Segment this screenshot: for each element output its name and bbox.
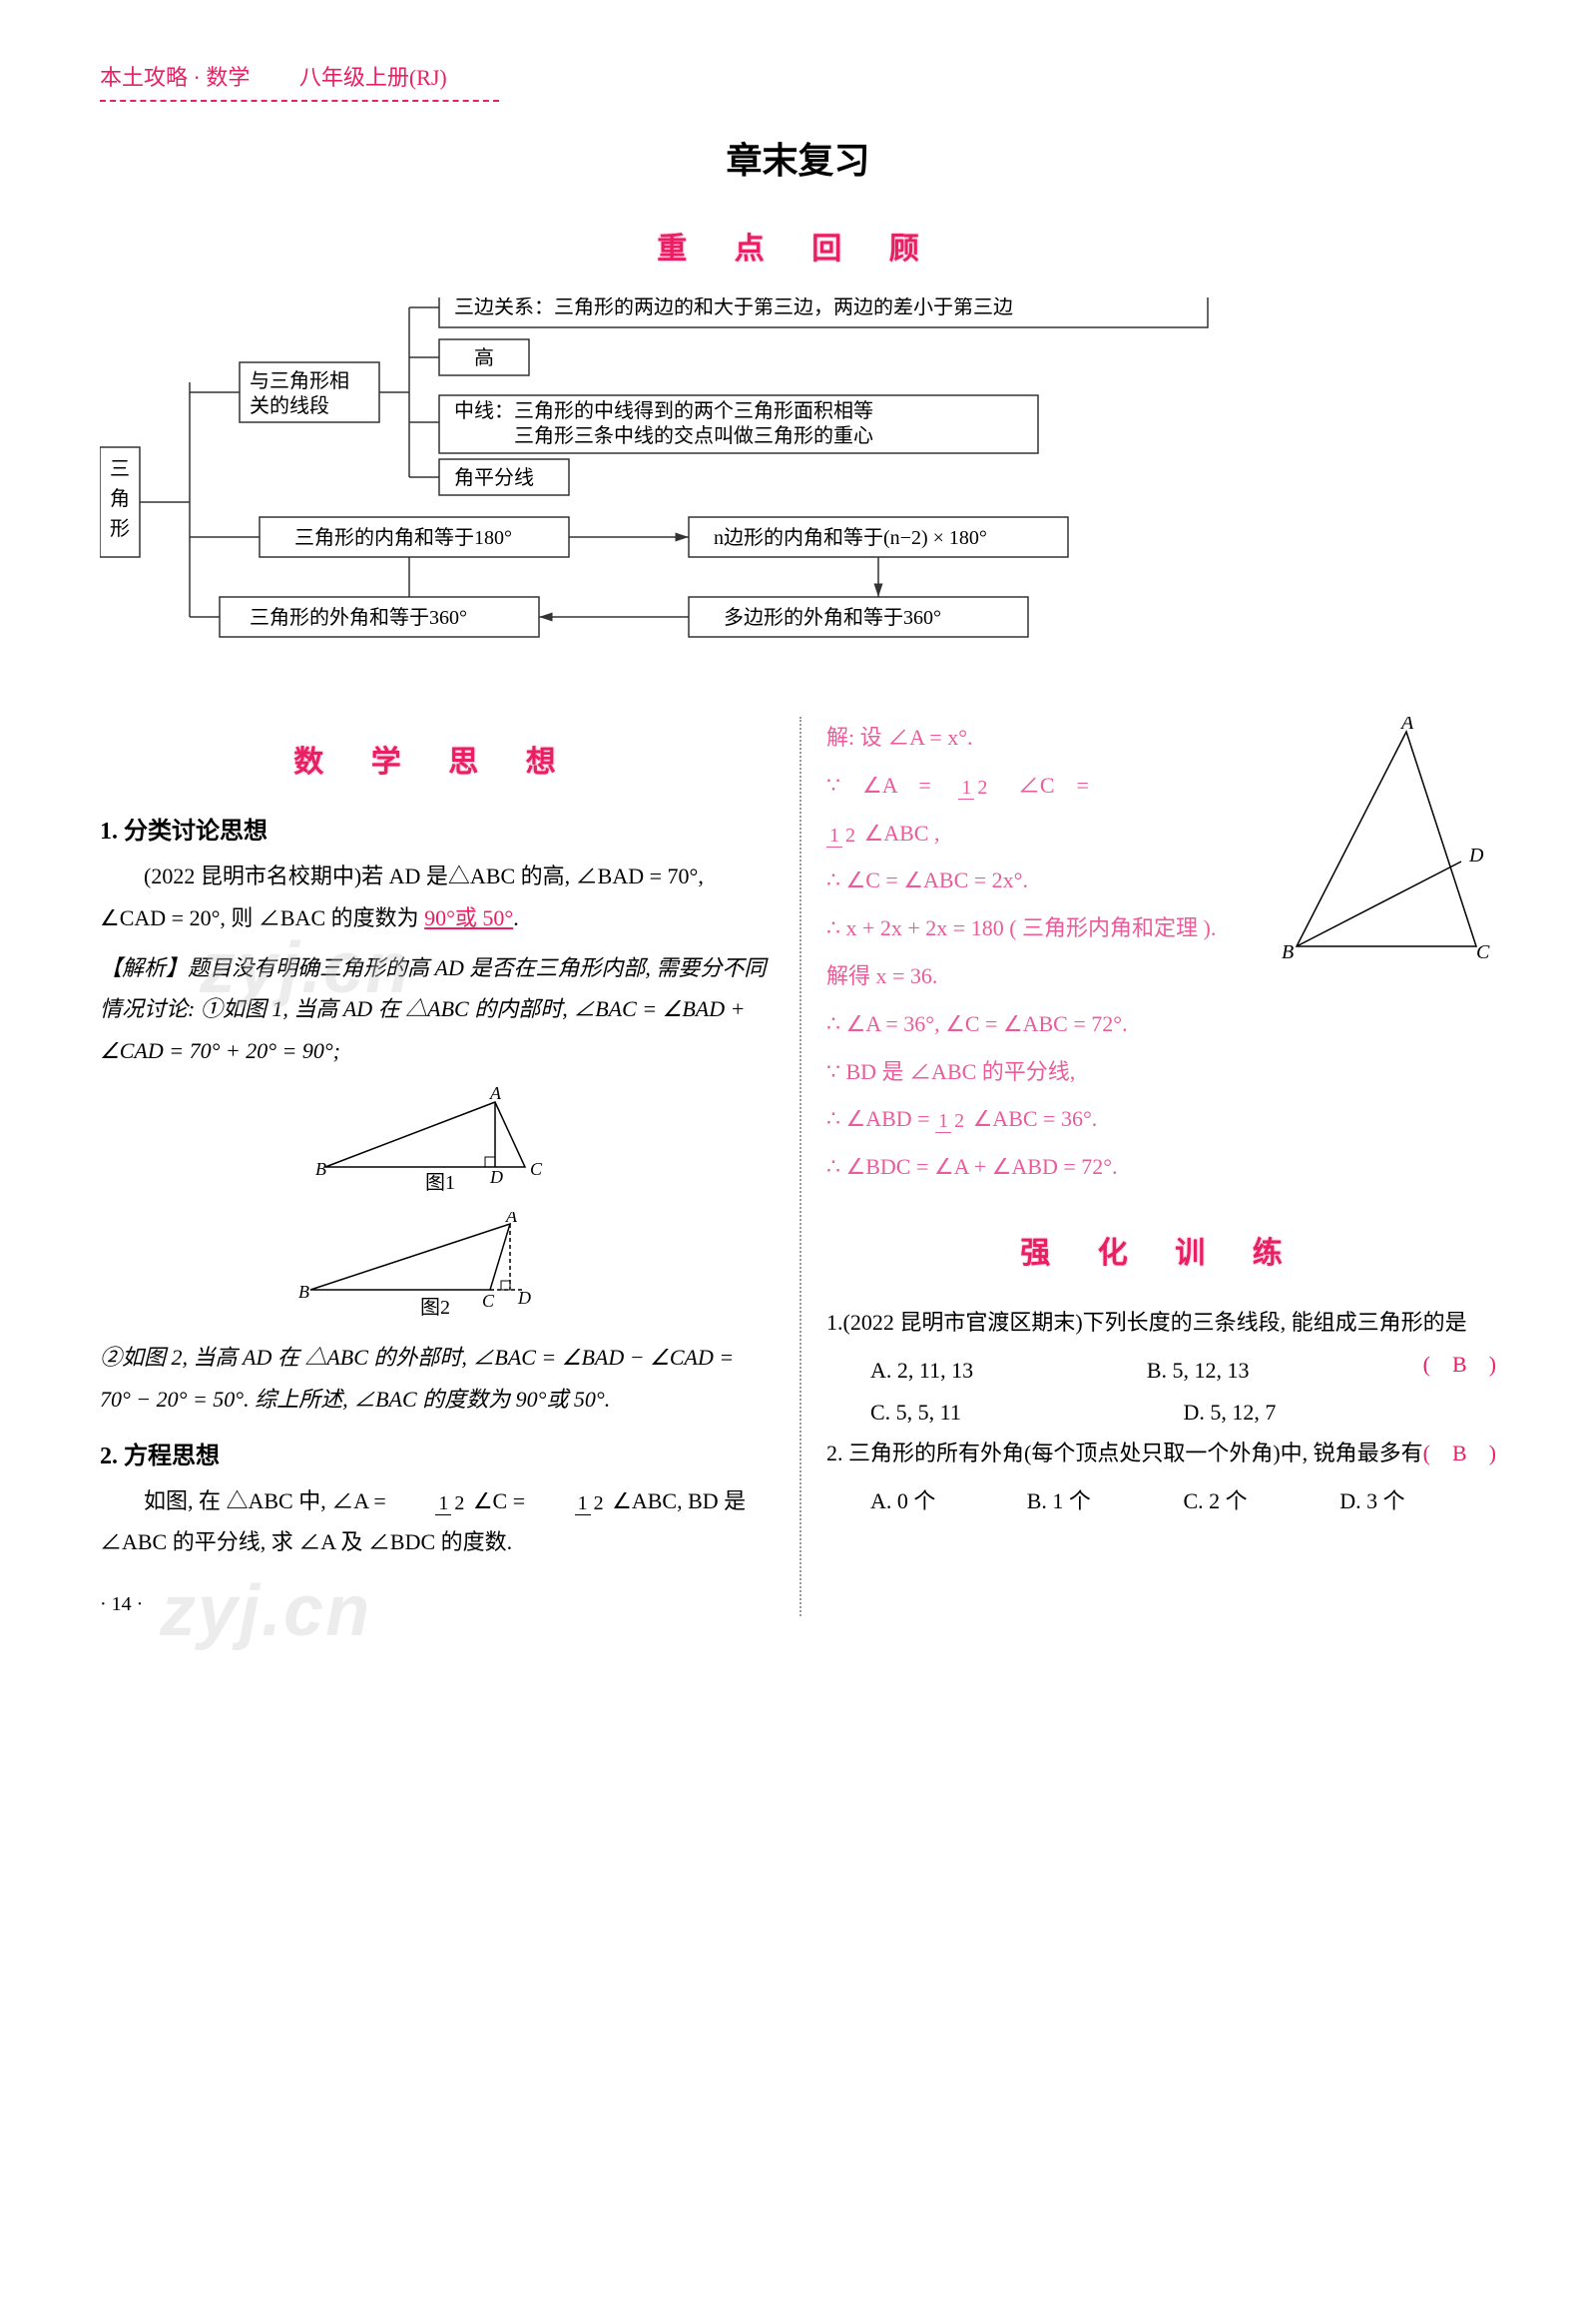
train-q1-answer: B bbox=[1452, 1352, 1467, 1377]
sol-l1: ∵ ∠A = 12 ∠C = bbox=[826, 765, 1246, 807]
svg-text:D: D bbox=[1468, 845, 1484, 867]
svg-text:关的线段: 关的线段 bbox=[250, 394, 329, 417]
sol-l6: ∴ ∠A = 36°, ∠C = ∠ABC = 72°. bbox=[826, 1003, 1496, 1045]
train-q2-options: A. 0 个 B. 1 个 C. 2 个 D. 3 个 bbox=[826, 1480, 1496, 1522]
header-underline bbox=[100, 100, 499, 102]
svg-text:中线：三角形的中线得到的两个三角形面积相等: 中线：三角形的中线得到的两个三角形面积相等 bbox=[454, 399, 873, 422]
fc-bisector: 角平分线 bbox=[454, 466, 534, 489]
figure-2: B A C D 图2 bbox=[100, 1212, 770, 1322]
q1-analysis-2: ②如图 2, 当高 AD 在 △ABC 的外部时, ∠BAC = ∠BAD − … bbox=[100, 1337, 770, 1421]
svg-text:A: A bbox=[1399, 717, 1414, 734]
sol-intro: 解: 设 ∠A = x°. bbox=[826, 717, 1246, 759]
sol-l9: ∴ ∠BDC = ∠A + ∠ABD = 72°. bbox=[826, 1146, 1496, 1188]
q1-stem: (2022 昆明市名校期中)若 AD 是△ABC 的高, ∠BAD = 70°,… bbox=[100, 856, 770, 939]
svg-text:D: D bbox=[517, 1288, 531, 1308]
sol-l7: ∵ BD 是 ∠ABC 的平分线, bbox=[826, 1051, 1496, 1093]
q2-stem: 如图, 在 △ABC 中, ∠A = 12 ∠C = 12 ∠ABC, BD 是… bbox=[100, 1480, 770, 1564]
flowchart: 三 角 形 与三角形相 关的线段 三边关系：三角形的两边的和大于第三边，两边的差… bbox=[100, 297, 1496, 677]
svg-text:图1: 图1 bbox=[425, 1172, 455, 1192]
fc-poly-ext: 多边形的外角和等于360° bbox=[724, 606, 941, 629]
fc-poly-int: n边形的内角和等于(n−2) × 180° bbox=[714, 526, 987, 549]
q2-figure: A B C D bbox=[1277, 717, 1496, 966]
svg-text:B: B bbox=[315, 1159, 326, 1179]
figure-1: B A D C 图1 bbox=[100, 1087, 770, 1197]
svg-text:三: 三 bbox=[110, 458, 130, 480]
heading-review: 重 点 回 顾 bbox=[100, 224, 1496, 268]
heading-thought: 数 学 思 想 bbox=[100, 737, 770, 781]
train-q1-options-ab: A. 2, 11, 13B. 5, 12, 13 bbox=[826, 1350, 1423, 1392]
q1-title: 1. 分类讨论思想 bbox=[100, 811, 770, 846]
train-q2-answer: B bbox=[1452, 1441, 1467, 1465]
q1-answer: 90°或 50° bbox=[424, 905, 513, 930]
sol-l2: 12 ∠ABC , bbox=[826, 813, 1246, 855]
svg-text:D: D bbox=[489, 1167, 503, 1187]
fc-exterior: 三角形的外角和等于360° bbox=[250, 606, 467, 629]
fc-sides: 三边关系：三角形的两边的和大于第三边，两边的差小于第三边 bbox=[454, 297, 1013, 318]
svg-text:图2: 图2 bbox=[420, 1297, 450, 1317]
train-q1-stem: 1.(2022 昆明市官渡区期末)下列长度的三条线段, 能组成三角形的是 ( B… bbox=[826, 1302, 1496, 1344]
svg-text:C: C bbox=[530, 1159, 543, 1179]
heading-training: 强 化 训 练 bbox=[826, 1228, 1496, 1272]
svg-text:形: 形 bbox=[110, 517, 130, 540]
sol-l4: ∴ x + 2x + 2x = 180 ( 三角形内角和定理 ). bbox=[826, 907, 1246, 949]
page-number: · 14 · bbox=[100, 1593, 770, 1616]
q1-analysis-1: 【解析】题目没有明确三角形的高 AD 是否在三角形内部, 需要分不同情况讨论: … bbox=[100, 947, 770, 1072]
grade-name: 八年级上册(RJ) bbox=[299, 65, 447, 90]
sol-l3: ∴ ∠C = ∠ABC = 2x°. bbox=[826, 860, 1246, 901]
fc-interior: 三角形的内角和等于180° bbox=[294, 526, 512, 549]
svg-text:B: B bbox=[298, 1282, 309, 1302]
svg-text:角: 角 bbox=[110, 487, 130, 510]
svg-text:C: C bbox=[1476, 941, 1490, 963]
train-q1-options-cd: C. 5, 5, 11D. 5, 12, 7 bbox=[826, 1392, 1496, 1434]
sol-l5: 解得 x = 36. bbox=[826, 955, 1246, 997]
sol-l8: ∴ ∠ABD = 12 ∠ABC = 36°. bbox=[826, 1098, 1496, 1140]
fc-height: 高 bbox=[474, 346, 494, 369]
svg-text:B: B bbox=[1282, 941, 1294, 963]
book-name: 本土攻略 · 数学 bbox=[100, 65, 250, 90]
q2-title: 2. 方程思想 bbox=[100, 1436, 770, 1470]
svg-text:与三角形相: 与三角形相 bbox=[250, 369, 349, 392]
chapter-title: 章末复习 bbox=[100, 132, 1496, 184]
svg-text:C: C bbox=[482, 1291, 495, 1311]
svg-text:三角形三条中线的交点叫做三角形的重心: 三角形三条中线的交点叫做三角形的重心 bbox=[514, 424, 873, 447]
train-q2-stem: 2. 三角形的所有外角(每个顶点处只取一个外角)中, 锐角最多有 ( B ) bbox=[826, 1433, 1496, 1474]
svg-text:A: A bbox=[505, 1212, 518, 1226]
svg-text:A: A bbox=[489, 1087, 502, 1103]
